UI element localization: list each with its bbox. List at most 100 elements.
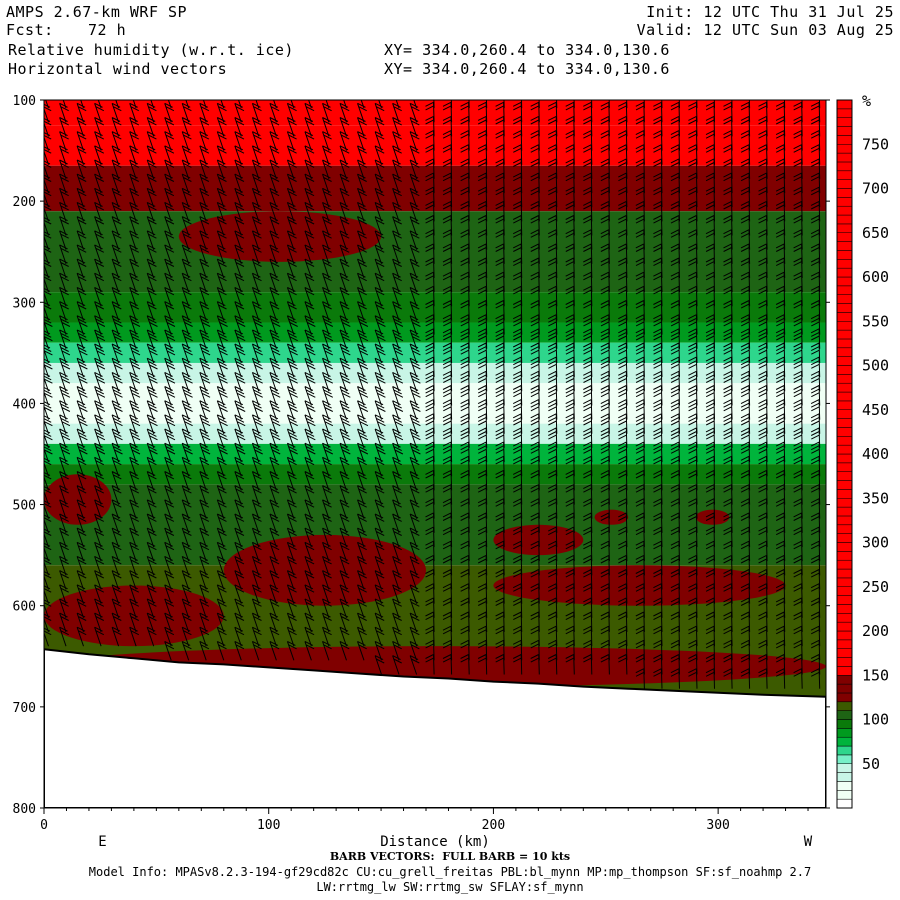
colorbar-cell-49 bbox=[836, 365, 853, 375]
wind-barb-1311 bbox=[600, 441, 610, 463]
wind-barb-152 bbox=[94, 584, 105, 604]
wind-barb-796 bbox=[392, 117, 402, 137]
wind-barb-10 bbox=[44, 231, 52, 250]
wind-barb-121 bbox=[94, 145, 105, 165]
wind-barb-237 bbox=[146, 131, 157, 151]
wind-barb-620 bbox=[304, 471, 315, 491]
colorbar-cell-46 bbox=[836, 391, 853, 402]
wind-barb-19 bbox=[44, 358, 53, 378]
wind-barb-387 bbox=[199, 570, 210, 590]
wind-barb-1600 bbox=[723, 399, 733, 420]
rh-band-11 bbox=[44, 464, 826, 485]
wind-barb-706 bbox=[339, 555, 350, 576]
wind-barb-522 bbox=[269, 216, 280, 236]
wind-barb-711 bbox=[339, 626, 350, 647]
wind-barb-365 bbox=[199, 258, 210, 279]
wind-barb-311 bbox=[164, 626, 175, 647]
wind-barb-1266 bbox=[583, 385, 593, 406]
wind-barb-21 bbox=[44, 386, 53, 406]
wind-barb-632 bbox=[304, 640, 315, 661]
wind-barb-916 bbox=[425, 654, 435, 675]
wind-barb-433 bbox=[237, 100, 242, 109]
wind-barb-336 bbox=[181, 414, 193, 434]
wind-barb-767 bbox=[374, 286, 385, 307]
wind-barb-1058 bbox=[495, 342, 505, 364]
field-title-1: Relative humidity (w.r.t. ice) bbox=[8, 41, 294, 59]
wind-barb-429 bbox=[216, 598, 227, 619]
wind-barb-72 bbox=[59, 555, 69, 576]
wind-barb-243 bbox=[146, 216, 157, 236]
wind-barb-875 bbox=[409, 655, 420, 675]
colorbar-cell-52 bbox=[836, 338, 853, 349]
wind-barb-285 bbox=[164, 258, 175, 279]
wind-barb-1187 bbox=[547, 427, 558, 448]
wind-barb-534 bbox=[269, 386, 281, 406]
colorbar-cell-35 bbox=[836, 489, 853, 499]
wind-barb-1308 bbox=[600, 399, 610, 420]
wind-barb-245 bbox=[146, 244, 157, 265]
wind-barb-612 bbox=[304, 357, 316, 378]
wind-barb-545 bbox=[269, 541, 280, 562]
wind-barb-161 bbox=[111, 159, 122, 180]
wind-barb-781 bbox=[374, 485, 385, 505]
wind-barb-603 bbox=[304, 230, 315, 250]
wind-barb-710 bbox=[339, 612, 350, 633]
wind-barb-1787 bbox=[793, 668, 803, 689]
colorbar-cell-79 bbox=[836, 99, 853, 110]
wind-barb-159 bbox=[111, 131, 122, 151]
wind-barb-566 bbox=[286, 272, 297, 293]
wind-barb-1597 bbox=[723, 356, 733, 378]
wind-barb-1141 bbox=[530, 356, 540, 378]
wind-barb-1147 bbox=[530, 441, 540, 463]
wind-barb-484 bbox=[251, 244, 262, 265]
wind-barb-604 bbox=[304, 244, 315, 265]
wind-barb-820 bbox=[392, 456, 402, 477]
wind-barb-44 bbox=[59, 159, 69, 180]
wind-barb-233 bbox=[129, 626, 140, 647]
wind-barb-845 bbox=[409, 230, 420, 250]
wind-barb-847 bbox=[409, 258, 420, 279]
wind-barb-1285 bbox=[583, 654, 593, 675]
wind-barb-558 bbox=[286, 159, 297, 180]
wind-barb-89 bbox=[76, 244, 87, 265]
wind-barb-1638 bbox=[740, 342, 751, 364]
wind-barb-235 bbox=[146, 102, 157, 123]
wind-barb-513 bbox=[273, 100, 277, 109]
wind-barb-721 bbox=[357, 201, 367, 222]
wind-barb-436 bbox=[234, 131, 245, 151]
wind-barb-501 bbox=[251, 485, 262, 505]
colorbar-frame bbox=[836, 99, 853, 809]
wind-barb-270 bbox=[146, 598, 157, 619]
wind-barb-851 bbox=[409, 315, 421, 335]
wind-barb-400 bbox=[216, 187, 227, 208]
wind-barb-255 bbox=[146, 386, 158, 406]
wind-barb-979 bbox=[460, 385, 470, 406]
wind-barb-333 bbox=[181, 371, 193, 392]
wind-barb-274 bbox=[164, 102, 175, 123]
colorbar-cell-29 bbox=[836, 542, 853, 552]
wind-barb-359 bbox=[199, 173, 210, 194]
wind-barb-34 bbox=[44, 571, 52, 590]
wind-barb-350 bbox=[181, 612, 192, 633]
wind-barb-444 bbox=[234, 244, 245, 265]
wind-barb-982 bbox=[460, 427, 470, 448]
wind-barb-616 bbox=[304, 414, 316, 434]
wind-barb-690 bbox=[339, 329, 351, 349]
colorbar-label-12: 150 bbox=[862, 666, 889, 684]
wind-barb-173 bbox=[111, 329, 123, 349]
wind-barb-51 bbox=[59, 258, 69, 279]
colorbar-cell-3 bbox=[836, 772, 853, 782]
wind-barb-157 bbox=[111, 102, 122, 123]
wind-barb-602 bbox=[304, 216, 315, 236]
colorbar-cell-77 bbox=[836, 117, 853, 127]
wind-barb-367 bbox=[199, 286, 210, 307]
colorbar-cell-15 bbox=[836, 666, 853, 676]
wind-barb-1386 bbox=[635, 342, 645, 364]
wind-barb-85 bbox=[76, 187, 87, 208]
wind-barb-1745 bbox=[775, 668, 786, 689]
wind-barb-366 bbox=[199, 272, 210, 293]
wind-barb-1554 bbox=[705, 342, 715, 364]
colorbar-label-9: 300 bbox=[862, 534, 889, 552]
wind-barb-631 bbox=[304, 626, 315, 647]
wind-barb-1433 bbox=[653, 413, 663, 434]
